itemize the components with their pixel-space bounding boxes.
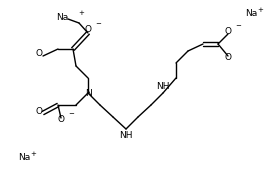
Text: O: O [36, 106, 43, 116]
Text: NH: NH [156, 82, 170, 91]
Text: NH: NH [119, 131, 133, 140]
Text: −: − [235, 23, 241, 29]
Text: O: O [57, 116, 65, 124]
Text: O: O [36, 50, 43, 58]
Text: +: + [257, 7, 263, 13]
Text: +: + [78, 10, 84, 16]
Text: O: O [225, 54, 231, 62]
Text: Na: Na [18, 153, 30, 163]
Text: +: + [30, 151, 36, 157]
Text: O: O [225, 27, 231, 37]
Text: −: − [95, 21, 101, 27]
Text: Na: Na [56, 13, 68, 21]
Text: −: − [68, 111, 74, 117]
Text: Na: Na [245, 9, 257, 19]
Text: O: O [84, 25, 92, 35]
Text: N: N [85, 88, 91, 98]
